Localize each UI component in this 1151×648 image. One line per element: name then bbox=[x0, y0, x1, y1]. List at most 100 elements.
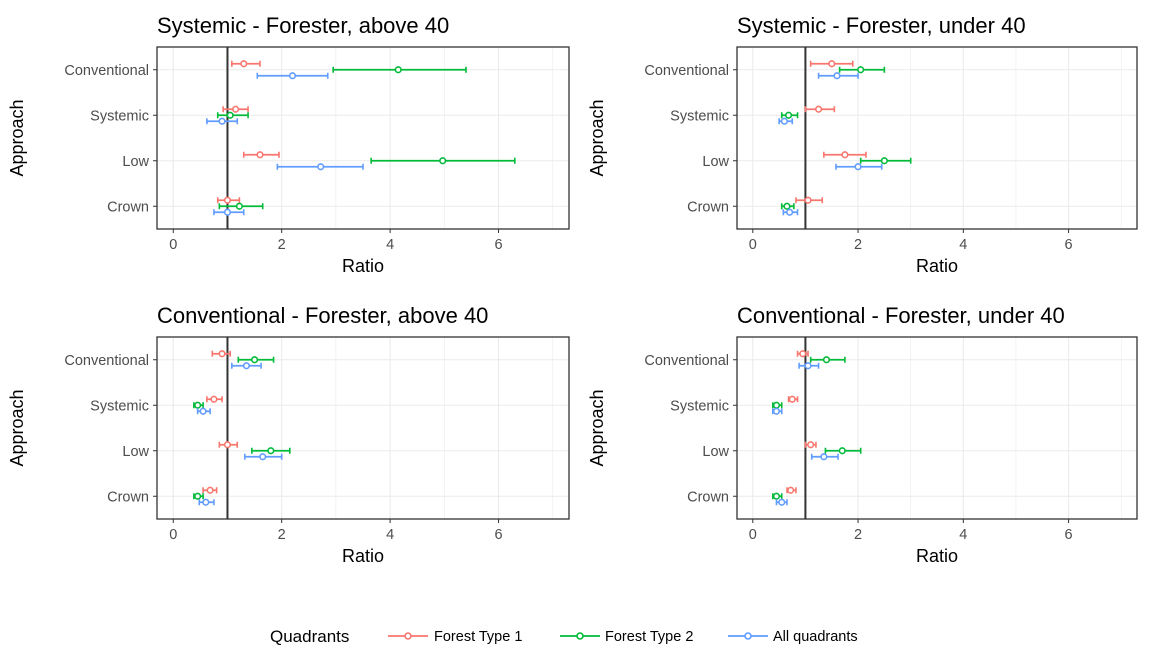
x-axis-title: Ratio bbox=[342, 256, 384, 276]
point-estimate bbox=[288, 72, 297, 80]
y-tick-label: Systemic bbox=[90, 398, 149, 414]
point-estimate bbox=[232, 105, 240, 113]
point-estimate bbox=[218, 350, 226, 358]
errorbar-crown bbox=[198, 498, 215, 506]
y-tick-label: Low bbox=[122, 444, 149, 460]
errorbar-low bbox=[218, 441, 239, 449]
y-tick-label: Crown bbox=[687, 489, 729, 505]
errorbar-low bbox=[859, 157, 912, 165]
errorbar-systemic bbox=[193, 401, 204, 409]
panel-border bbox=[736, 336, 1138, 520]
errorbar-conventional bbox=[231, 362, 262, 370]
errorbar-systemic bbox=[778, 117, 794, 125]
x-axis-title: Ratio bbox=[916, 546, 958, 566]
errorbar-crown bbox=[782, 208, 799, 216]
point-estimate bbox=[194, 492, 202, 500]
errorbar-low bbox=[804, 441, 817, 449]
chart-title: Systemic - Forester, above 40 bbox=[157, 13, 449, 38]
point-estimate bbox=[784, 111, 793, 119]
errorbar-low bbox=[251, 447, 291, 455]
x-axis-title: Ratio bbox=[342, 546, 384, 566]
y-tick-label: Systemic bbox=[90, 108, 149, 124]
series-forest-type-1 bbox=[216, 60, 280, 204]
legend-item-forest-type-1: Forest Type 1 bbox=[388, 629, 522, 645]
legend: Quadrants Forest Type 1 Forest Type 2 Al… bbox=[270, 627, 858, 646]
series-all-quadrants bbox=[206, 72, 364, 216]
errorbar-systemic bbox=[216, 111, 249, 119]
point-estimate bbox=[235, 202, 243, 210]
chart-panel-3: Conventional Systemic Low Crown 0 2 4 6 Conventi… bbox=[7, 303, 570, 566]
legend-item-forest-type-2: Forest Type 2 bbox=[560, 629, 693, 645]
errorbar-systemic bbox=[222, 105, 249, 113]
x-tick-label: 4 bbox=[386, 237, 394, 253]
point-estimate bbox=[223, 196, 232, 204]
point-estimate bbox=[267, 447, 275, 455]
point-estimate bbox=[838, 447, 846, 455]
errorbar-crown bbox=[780, 202, 795, 210]
x-tick-label: 2 bbox=[854, 527, 862, 543]
series-forest-type-1 bbox=[795, 60, 867, 204]
point-estimate bbox=[780, 117, 788, 125]
point-estimate bbox=[439, 157, 447, 165]
point-estimate bbox=[787, 486, 795, 494]
point-estimate bbox=[820, 453, 828, 461]
x-tick-label: 6 bbox=[494, 527, 502, 543]
y-axis-title: Approach bbox=[587, 389, 607, 466]
y-tick-label: Conventional bbox=[64, 63, 149, 79]
series-forest-type-1 bbox=[202, 350, 239, 494]
y-tick-label: Low bbox=[122, 154, 149, 170]
point-estimate bbox=[833, 72, 841, 80]
point-estimate bbox=[799, 350, 807, 358]
series-all-quadrants bbox=[778, 72, 883, 216]
x-tick-label: 2 bbox=[278, 527, 286, 543]
point-estimate bbox=[194, 401, 202, 409]
point-estimate bbox=[242, 362, 251, 370]
point-estimate bbox=[841, 151, 849, 159]
legend-key-point bbox=[744, 632, 752, 640]
chart-panel-1: Conventional Systemic Low Crown 0 2 4 6 Systemic… bbox=[7, 13, 570, 276]
point-estimate bbox=[828, 60, 836, 68]
point-estimate bbox=[202, 498, 210, 506]
chart-title: Systemic - Forester, under 40 bbox=[737, 13, 1026, 38]
panel-border bbox=[736, 46, 1138, 230]
series-forest-type-2 bbox=[771, 356, 862, 500]
series-forest-type-1 bbox=[786, 350, 817, 494]
point-estimate bbox=[772, 492, 781, 500]
point-estimate bbox=[807, 441, 815, 449]
series-forest-type-2 bbox=[216, 66, 516, 210]
x-tick-label: 2 bbox=[854, 237, 862, 253]
x-tick-label: 0 bbox=[169, 527, 177, 543]
y-tick-label: Low bbox=[702, 444, 729, 460]
y-tick-label: Conventional bbox=[64, 353, 149, 369]
point-estimate bbox=[223, 208, 232, 216]
y-axis-title: Approach bbox=[587, 99, 607, 176]
point-estimate bbox=[822, 356, 831, 364]
errorbar-crown bbox=[202, 486, 218, 494]
point-estimate bbox=[240, 60, 248, 68]
errorbar-crown bbox=[213, 208, 245, 216]
gridlines bbox=[737, 47, 1137, 229]
point-estimate bbox=[804, 196, 812, 204]
errorbar-crown bbox=[193, 492, 204, 500]
legend-title: Quadrants bbox=[270, 627, 349, 646]
point-estimate bbox=[259, 453, 267, 461]
errorbar-conventional bbox=[809, 356, 846, 364]
x-tick-label: 4 bbox=[959, 527, 967, 543]
point-estimate bbox=[783, 202, 791, 210]
errorbar-crown bbox=[218, 202, 264, 210]
point-estimate bbox=[778, 498, 786, 506]
point-estimate bbox=[854, 163, 862, 171]
errorbar-systemic bbox=[780, 111, 799, 119]
errorbar-conventional bbox=[838, 66, 886, 74]
series-forest-type-2 bbox=[193, 356, 291, 500]
x-tick-label: 6 bbox=[1065, 237, 1073, 253]
point-estimate bbox=[788, 395, 796, 403]
errorbar-conventional bbox=[256, 72, 329, 80]
point-estimate bbox=[772, 407, 781, 415]
errorbar-crown bbox=[775, 498, 788, 506]
series-all-quadrants bbox=[196, 362, 283, 506]
point-estimate bbox=[250, 356, 259, 364]
errorbar-conventional bbox=[332, 66, 467, 74]
errorbar-systemic bbox=[196, 407, 211, 415]
